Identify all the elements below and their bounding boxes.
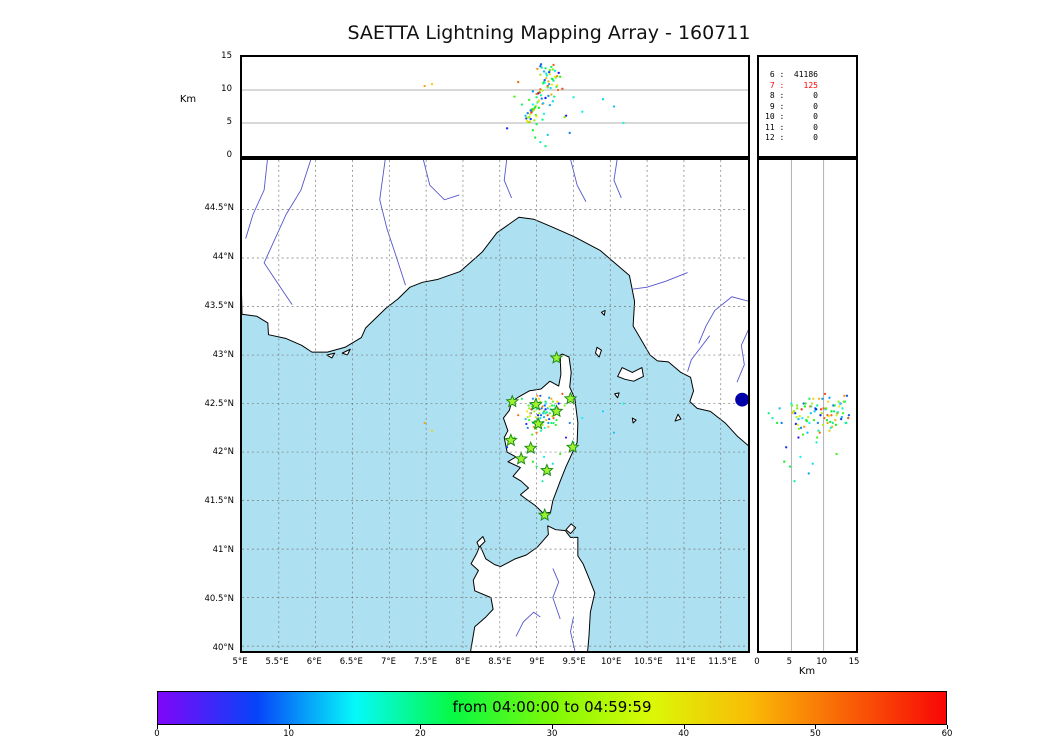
altitude-vs-longitude-panel — [240, 55, 750, 158]
map-graticule — [242, 160, 748, 651]
alt-tick-label: 0 — [754, 657, 760, 667]
station-star-icon — [504, 433, 518, 447]
chart-title: SAETTA Lightning Mapping Array - 160711 — [347, 22, 751, 44]
lat-tick-label: 41.5°N — [204, 496, 234, 507]
station-count-row: 12 : 0 — [765, 133, 818, 142]
station-star-icon — [539, 463, 554, 477]
lat-tick-label: 44°N — [212, 251, 234, 262]
colorbar-tick — [420, 725, 422, 729]
latitude-vs-altitude-panel — [757, 158, 858, 653]
lightning-sources-lon-alt — [423, 63, 625, 148]
colorbar-tick-label: 0 — [154, 729, 160, 739]
lat-tick-label: 40.5°N — [204, 594, 234, 605]
lon-tick-label: 7°E — [380, 657, 396, 667]
alt-tick-label: 10 — [816, 657, 828, 667]
station-markers — [504, 350, 580, 522]
station-star-icon — [531, 416, 545, 430]
station-star-icon — [565, 440, 580, 454]
land-masses — [242, 160, 748, 651]
colorbar-tick-label: 50 — [809, 729, 821, 739]
station-star-icon — [563, 391, 578, 405]
altitude-axis-label-left: Km — [179, 94, 197, 105]
station-star-icon — [523, 440, 538, 455]
colorbar-tick — [552, 725, 553, 729]
alt-tick-label: 10 — [221, 84, 232, 94]
lon-tick-label: 5.5°E — [265, 657, 289, 667]
lon-tick-label: 10.5°E — [634, 657, 663, 667]
station-star-icon — [514, 451, 529, 465]
lon-tick-label: 8°E — [455, 657, 471, 667]
lon-tick-label: 7.5°E — [414, 657, 438, 667]
alt-tick-label: 15 — [848, 657, 860, 667]
lat-tick-label: 43°N — [212, 349, 234, 360]
colorbar-tick — [288, 725, 290, 729]
station-count-row: 11 : 0 — [765, 122, 818, 132]
station-star-icon — [505, 394, 520, 408]
lat-tick-label: 41°N — [212, 545, 234, 556]
source-count-rows: 6 : 41186 7 : 125 8 : 0 9 : 0 10 : 0 11 : … — [759, 57, 856, 144]
lat-tick-label: 42°N — [212, 447, 234, 458]
colorbar-tick — [157, 725, 158, 729]
source-count-panel: 6 : 41186 7 : 125 8 : 0 9 : 0 10 : 0 11 : … — [757, 55, 858, 158]
map-svg — [242, 160, 748, 651]
colorbar-tick-label: 10 — [283, 729, 295, 739]
colorbar-tick-label: 60 — [941, 729, 953, 739]
lon-tick-label: 5°E — [232, 657, 248, 667]
lon-tick-label: 11°E — [675, 657, 696, 667]
altitude-axis-label-bottom: Km — [798, 666, 816, 677]
station-count-row: 9 : 0 — [765, 101, 818, 111]
station-star-icon — [529, 397, 543, 411]
lon-tick-label: 6.5°E — [339, 657, 363, 667]
lat-tick-label: 43.5°N — [204, 300, 234, 311]
colorbar-tick — [815, 725, 817, 729]
lon-tick-label: 10°E — [600, 657, 622, 667]
lon-tick-label: 6°E — [306, 657, 322, 667]
station-count-row: 7 : 125 — [765, 80, 818, 90]
alt-tick-label: 0 — [226, 150, 232, 160]
altitude-longitude-scatter — [242, 63, 748, 148]
lat-tick-label: 42.5°N — [204, 398, 234, 409]
station-star-icon — [549, 350, 564, 364]
station-star-icon — [549, 404, 564, 418]
colorbar-tick — [947, 725, 948, 729]
alt-tick-label: 5 — [226, 117, 232, 127]
lon-tick-label: 11.5°E — [708, 657, 737, 667]
map-panel — [240, 158, 750, 653]
station-count-row: 6 : 41186 — [765, 70, 818, 79]
latitude-altitude-scatter — [767, 160, 851, 651]
lon-tick-label: 9°E — [529, 657, 545, 667]
lon-tick-label: 8.5°E — [488, 657, 512, 667]
colorbar-tick-label: 20 — [414, 729, 426, 739]
lat-tick-label: 44.5°N — [204, 202, 234, 213]
station-count-row: 10 : 0 — [765, 112, 818, 121]
colorbar-tick-label: 30 — [546, 729, 558, 739]
lon-tick-label: 9.5°E — [562, 657, 586, 667]
lat-tick-label: 40°N — [212, 643, 234, 654]
station-star-icon — [537, 507, 552, 522]
colorbar-tick-label: 40 — [678, 729, 690, 739]
time-colorbar: from 04:00:00 to 04:59:59 — [157, 691, 947, 725]
alt-tick-label: 15 — [221, 51, 232, 61]
station-count-row: 8 : 0 — [765, 91, 818, 100]
lightning-sources-alt-lat — [767, 392, 851, 483]
alt-tick-label: 5 — [786, 657, 793, 667]
blue-dot-marker — [735, 392, 748, 407]
colorbar-tick — [683, 725, 685, 729]
time-window-label: from 04:00:00 to 04:59:59 — [452, 698, 652, 716]
